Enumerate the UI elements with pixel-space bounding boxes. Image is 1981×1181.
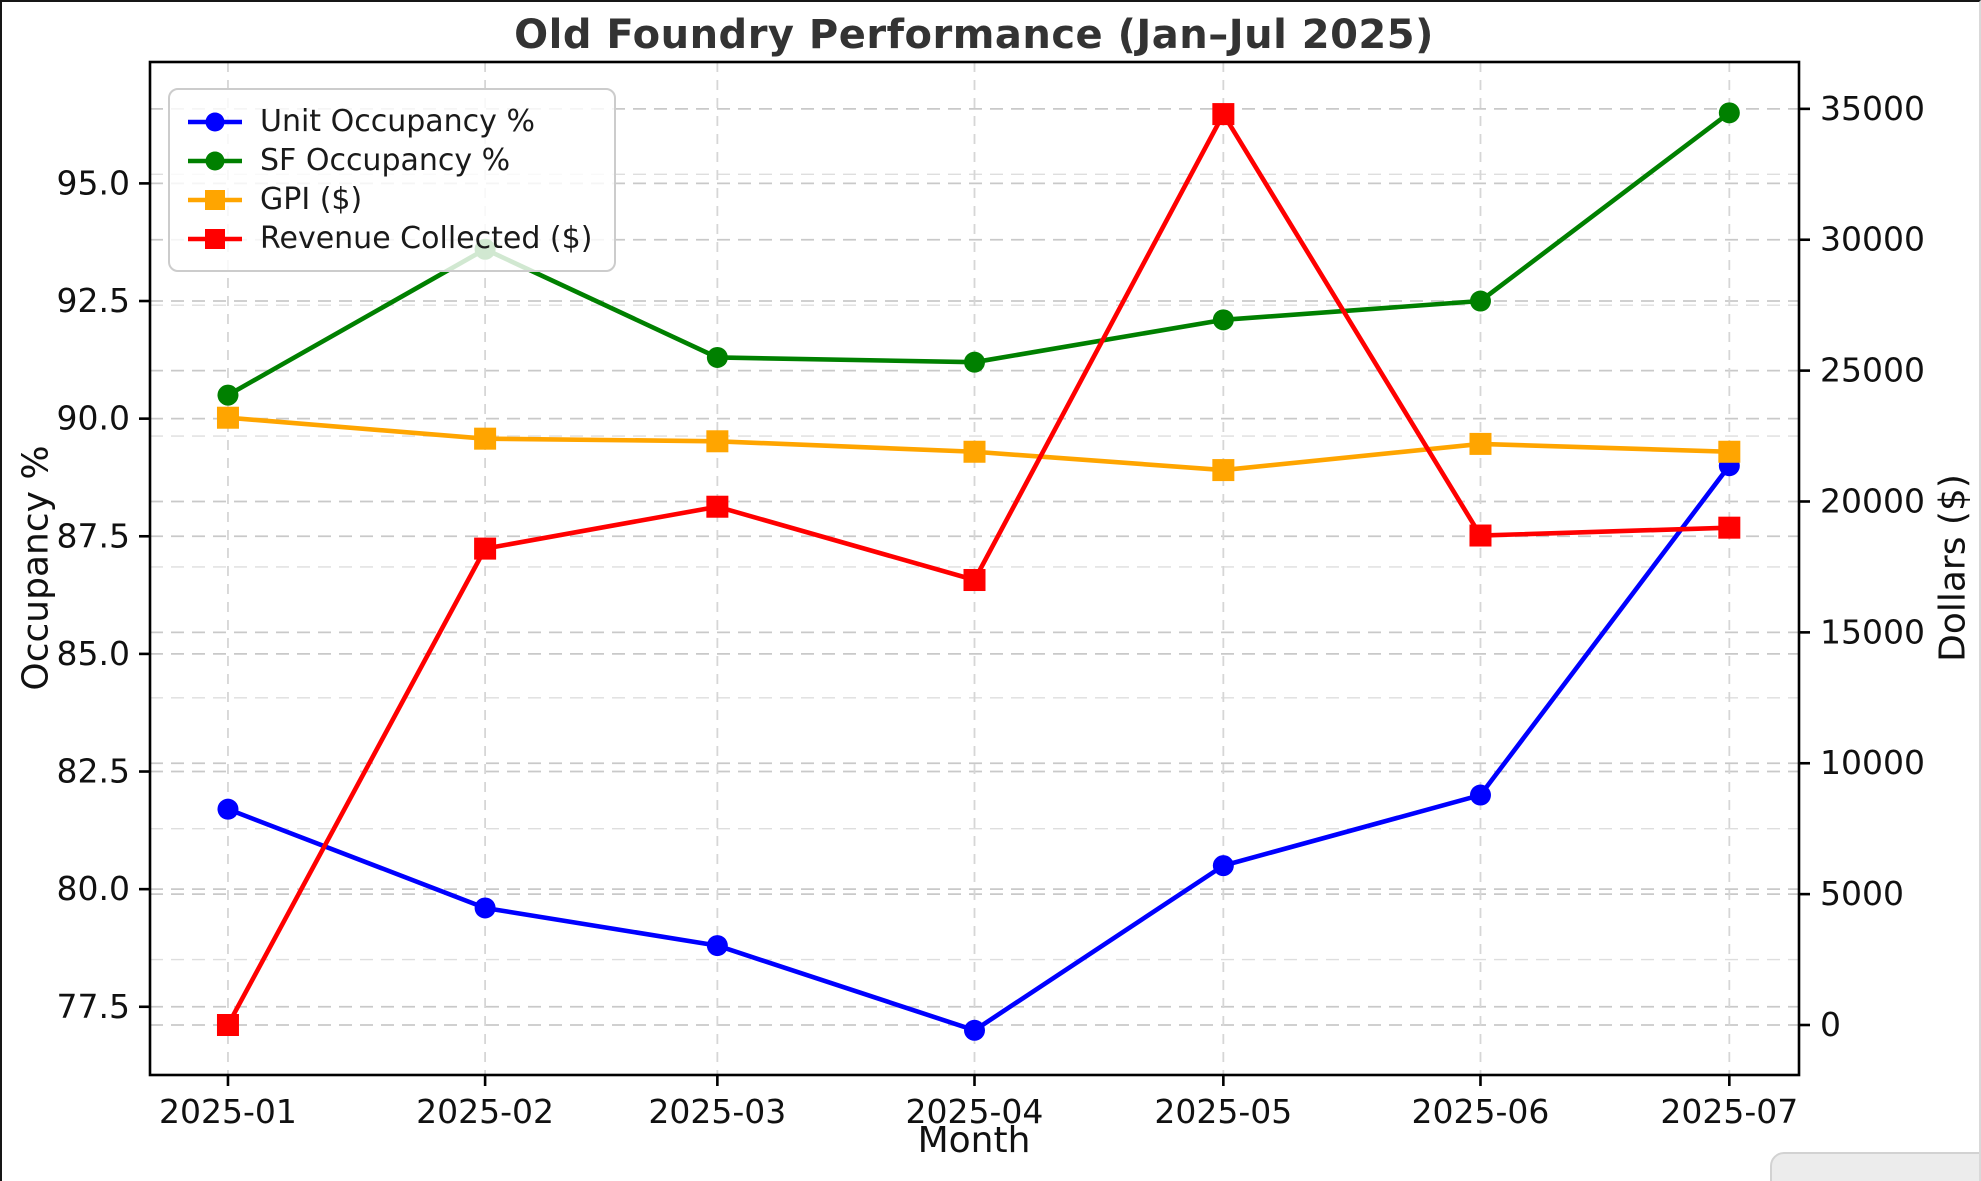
data-point-marker (706, 346, 728, 368)
data-point-marker (1469, 784, 1491, 806)
data-point-marker (1212, 309, 1234, 331)
data-point-marker (1469, 290, 1491, 312)
legend-line-square-swatch (188, 189, 242, 210)
axis-ticks: 77.5 80.0 82.5 85.0 87.5 90.0 92.5 95.0 0 5000 100… (57, 89, 1925, 1131)
right-tick-label: 35000 (1820, 89, 1925, 128)
right-tick-label: 30000 (1820, 220, 1925, 259)
legend-label: Unit Occupancy % (260, 104, 535, 139)
legend-label: Revenue Collected ($) (260, 221, 593, 256)
data-point-marker (217, 384, 239, 406)
x-tick-label: 2025-02 (416, 1092, 554, 1131)
left-tick-label: 80.0 (57, 869, 130, 908)
chart-legend: Unit Occupancy % SF Occupancy % GPI ($) Rev… (168, 88, 617, 272)
data-point-marker (1212, 855, 1234, 877)
data-point-marker (1212, 459, 1235, 482)
series-unit-occupancy (217, 455, 1740, 1041)
data-point-marker (706, 430, 729, 453)
left-tick-label: 82.5 (57, 752, 130, 791)
right-tick-label: 20000 (1820, 481, 1925, 520)
series-gpi (216, 406, 1741, 482)
x-tick-label: 2025-07 (1660, 1092, 1798, 1131)
data-point-marker (1718, 516, 1741, 539)
right-tick-label: 25000 (1820, 351, 1925, 390)
data-point-marker (1718, 102, 1740, 124)
right-tick-label: 0 (1820, 1005, 1841, 1044)
browser-ui-pill (1770, 1152, 1979, 1181)
data-point-marker (1212, 103, 1235, 126)
x-tick-label: 2025-03 (648, 1092, 786, 1131)
data-point-marker (474, 537, 497, 560)
legend-item: GPI ($) (186, 180, 592, 219)
legend-label: GPI ($) (260, 182, 363, 217)
legend-item: SF Occupancy % (186, 141, 592, 180)
data-point-marker (217, 798, 239, 820)
data-point-marker (963, 569, 986, 592)
chart-title: Old Foundry Performance (Jan–Jul 2025) (514, 12, 1434, 58)
data-point-marker (706, 495, 729, 518)
data-point-marker (963, 440, 986, 463)
legend-line-circle-swatch (188, 112, 242, 131)
data-point-marker (216, 1014, 239, 1037)
right-tick-label: 15000 (1820, 612, 1925, 651)
data-point-marker (964, 351, 985, 373)
data-point-marker (474, 427, 497, 450)
legend-item: Unit Occupancy % (186, 102, 592, 141)
data-point-marker (216, 406, 239, 429)
series-line (225, 463, 1732, 1033)
legend-label: SF Occupancy % (260, 143, 511, 178)
left-tick-label: 92.5 (57, 281, 130, 320)
data-point-marker (964, 1019, 985, 1041)
left-tick-label: 95.0 (57, 163, 130, 202)
series-revenue-collected (216, 103, 1741, 1037)
x-tick-label: 2025-06 (1412, 1092, 1550, 1131)
x-tick-label: 2025-01 (159, 1092, 297, 1131)
right-tick-label: 10000 (1820, 743, 1925, 782)
data-point-marker (706, 935, 728, 957)
left-tick-label: 85.0 (57, 634, 130, 673)
left-tick-label: 77.5 (57, 987, 130, 1026)
left-tick-label: 90.0 (57, 399, 130, 438)
legend-line-square-swatch (188, 228, 242, 249)
legend-item: Revenue Collected ($) (186, 219, 592, 258)
legend-line-circle-swatch (188, 151, 242, 170)
right-y-axis-label: Dollars ($) (1932, 474, 1974, 662)
data-point-marker (1469, 524, 1492, 547)
x-tick-label: 2025-05 (1154, 1092, 1292, 1131)
x-axis-label: Month (917, 1120, 1031, 1161)
left-tick-label: 87.5 (57, 516, 130, 555)
x-tick-label: 2025-04 (906, 1092, 1044, 1131)
left-y-axis-label: Occupancy % (15, 445, 57, 691)
right-tick-label: 5000 (1820, 874, 1904, 913)
data-point-marker (1469, 432, 1492, 455)
data-point-marker (1718, 440, 1741, 463)
data-point-marker (474, 897, 496, 919)
